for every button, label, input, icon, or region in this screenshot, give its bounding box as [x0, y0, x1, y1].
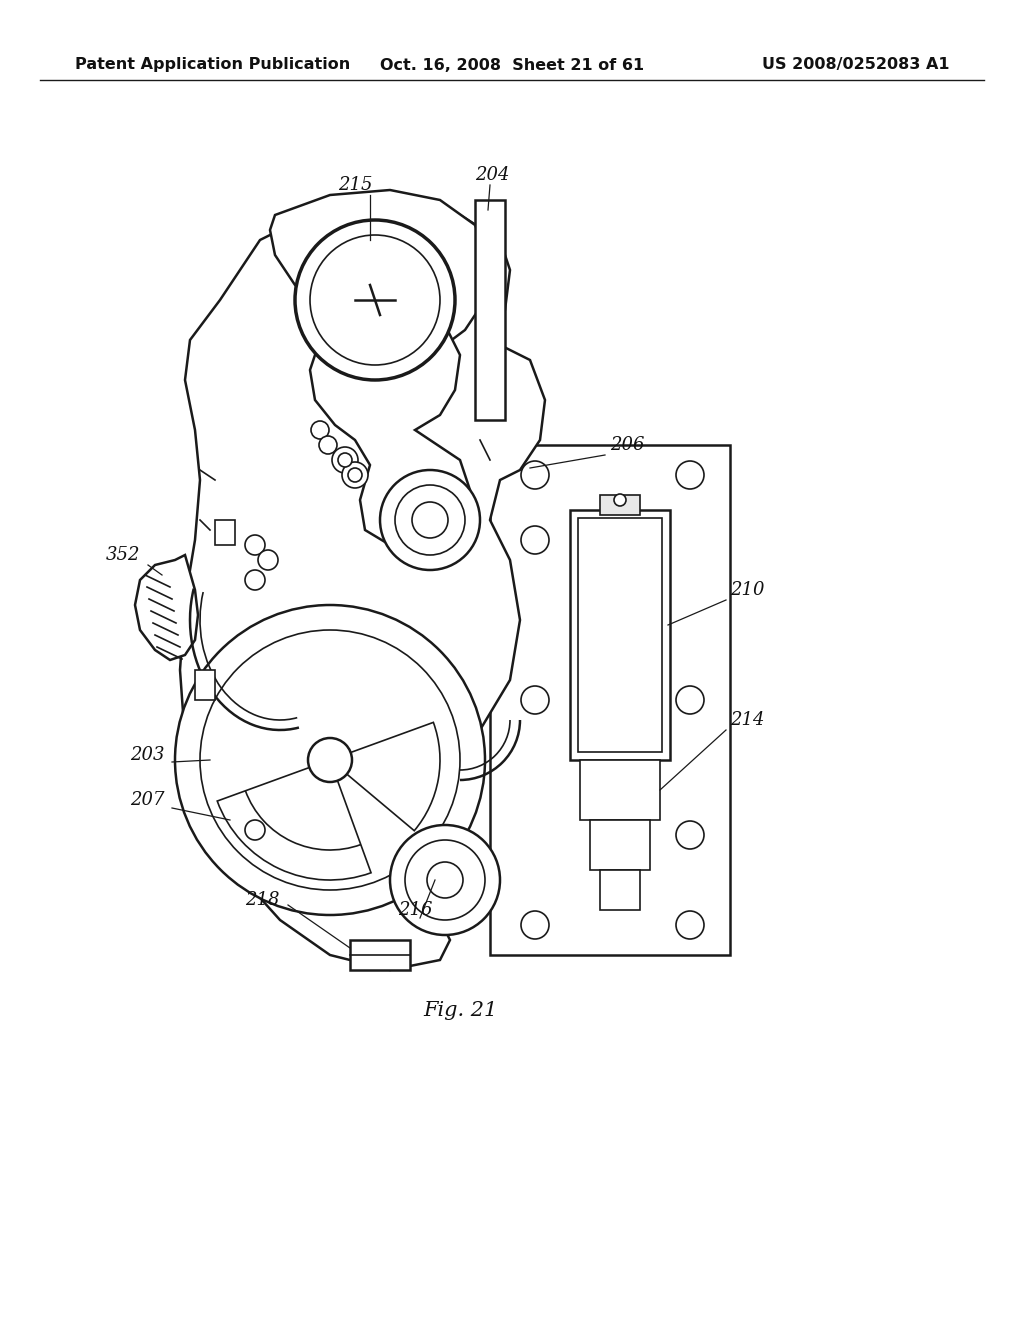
Circle shape [348, 469, 362, 482]
Circle shape [342, 462, 368, 488]
Polygon shape [195, 671, 215, 700]
Circle shape [245, 570, 265, 590]
Circle shape [676, 911, 705, 939]
Circle shape [332, 447, 358, 473]
Polygon shape [600, 870, 640, 909]
Text: 204: 204 [475, 166, 510, 183]
Circle shape [258, 550, 278, 570]
Circle shape [200, 630, 460, 890]
Circle shape [175, 605, 485, 915]
Polygon shape [490, 445, 730, 954]
Polygon shape [580, 760, 660, 820]
Circle shape [338, 453, 352, 467]
Circle shape [311, 421, 329, 440]
Text: 216: 216 [397, 902, 432, 919]
Circle shape [245, 820, 265, 840]
Circle shape [676, 461, 705, 488]
Circle shape [395, 484, 465, 554]
Polygon shape [135, 554, 198, 660]
Polygon shape [590, 820, 650, 870]
Polygon shape [350, 940, 410, 970]
Wedge shape [217, 760, 371, 880]
Text: 214: 214 [730, 711, 765, 729]
Polygon shape [475, 201, 505, 420]
Text: US 2008/0252083 A1: US 2008/0252083 A1 [763, 58, 950, 73]
Text: 206: 206 [610, 436, 644, 454]
Polygon shape [180, 205, 545, 970]
Circle shape [310, 235, 440, 366]
Circle shape [676, 821, 705, 849]
Text: 210: 210 [730, 581, 765, 599]
Circle shape [245, 535, 265, 554]
Text: 352: 352 [105, 546, 140, 564]
Circle shape [406, 840, 485, 920]
Text: 207: 207 [130, 791, 165, 809]
Circle shape [521, 911, 549, 939]
Circle shape [319, 436, 337, 454]
Circle shape [676, 686, 705, 714]
Polygon shape [310, 310, 470, 545]
Circle shape [308, 738, 352, 781]
Wedge shape [330, 722, 440, 830]
Circle shape [390, 825, 500, 935]
Text: Oct. 16, 2008  Sheet 21 of 61: Oct. 16, 2008 Sheet 21 of 61 [380, 58, 644, 73]
Text: 203: 203 [130, 746, 165, 764]
Polygon shape [600, 495, 640, 515]
Circle shape [521, 686, 549, 714]
Circle shape [380, 470, 480, 570]
Circle shape [521, 461, 549, 488]
Text: Patent Application Publication: Patent Application Publication [75, 58, 350, 73]
Circle shape [412, 502, 449, 539]
Text: 215: 215 [338, 176, 373, 194]
Circle shape [427, 862, 463, 898]
Text: Fig. 21: Fig. 21 [423, 1001, 497, 1019]
Circle shape [295, 220, 455, 380]
Circle shape [614, 494, 626, 506]
Polygon shape [570, 510, 670, 760]
Polygon shape [270, 190, 490, 350]
Polygon shape [215, 520, 234, 545]
Text: 218: 218 [246, 891, 280, 909]
Polygon shape [578, 517, 662, 752]
Circle shape [521, 525, 549, 554]
